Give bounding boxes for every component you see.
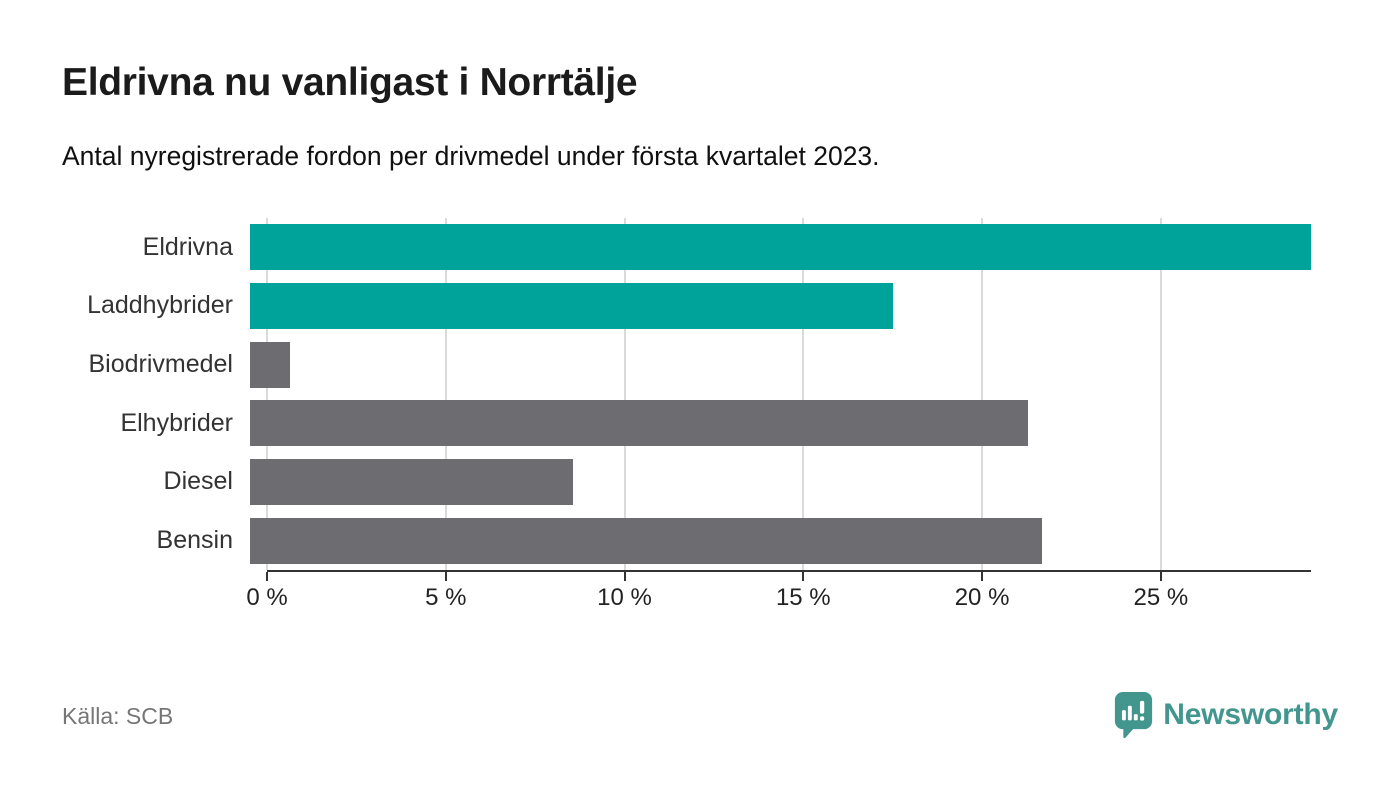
x-axis-tick-label: 10 % <box>597 584 652 611</box>
x-axis-tick-label: 20 % <box>954 584 1010 611</box>
x-axis-tick-label: 25 % <box>1133 584 1189 611</box>
x-axis-tick <box>981 572 984 581</box>
bar-row: Bensin <box>0 511 1311 570</box>
bar <box>250 224 1311 271</box>
category-label: Diesel <box>163 467 233 496</box>
category-rows: Eldrivna Laddhybrider Biodrivmedel Elhybrid… <box>0 218 1311 570</box>
grid-layer <box>266 218 1311 570</box>
gridline <box>981 218 984 570</box>
category-label: Eldrivna <box>142 232 233 261</box>
bar <box>250 400 1028 447</box>
bar-row: Eldrivna <box>0 218 1311 277</box>
gridline <box>266 218 268 570</box>
gridline <box>444 218 447 570</box>
x-axis-tick-label: 0 % <box>246 584 288 611</box>
x-axis-tick <box>802 572 805 581</box>
bar-row: Biodrivmedel <box>0 335 1311 394</box>
newsworthy-logo-icon <box>1115 691 1153 739</box>
bar <box>250 341 290 388</box>
bar-track <box>250 517 1311 564</box>
bar-chart: Eldrivna Laddhybrider Biodrivmedel Elhybrid… <box>0 218 1311 611</box>
gridline <box>623 218 626 570</box>
x-axis-tick-label: 5 % <box>425 584 467 611</box>
bar <box>250 282 894 329</box>
bar-track <box>250 341 1311 388</box>
brand-lockup: Newsworthy <box>1114 690 1338 740</box>
bar-track <box>250 282 1311 329</box>
source-text: Källa: SCB <box>62 703 174 729</box>
x-axis-tick-label: 15 % <box>775 584 831 611</box>
bar <box>250 517 1043 564</box>
category-label: Biodrivmedel <box>88 350 233 379</box>
bar-row: Elhybrider <box>0 394 1311 453</box>
x-axis: 0 % 5 % 10 % 15 % 20 % 25 % <box>246 570 1311 630</box>
x-axis-tick <box>444 572 447 581</box>
x-axis-tick <box>1159 572 1162 581</box>
bar-track <box>250 224 1311 271</box>
category-label: Laddhybrider <box>87 291 233 320</box>
x-axis-tick <box>623 572 626 581</box>
x-axis-tick <box>266 572 268 581</box>
gridline <box>802 218 805 570</box>
brand-name: Newsworthy <box>1163 698 1338 731</box>
category-label: Elhybrider <box>120 408 233 437</box>
bar-track <box>250 458 1311 505</box>
x-axis-line <box>267 570 1311 572</box>
bar-row: Laddhybrider <box>0 277 1311 336</box>
chart-title: Eldrivna nu vanligast i Norrtälje <box>62 61 638 104</box>
bar-row: Diesel <box>0 453 1311 512</box>
category-label: Bensin <box>156 526 233 555</box>
gridline <box>1159 218 1162 570</box>
bar-track <box>250 400 1311 447</box>
chart-subtitle: Antal nyregistrerade fordon per drivmede… <box>62 141 880 171</box>
bar <box>250 458 574 505</box>
